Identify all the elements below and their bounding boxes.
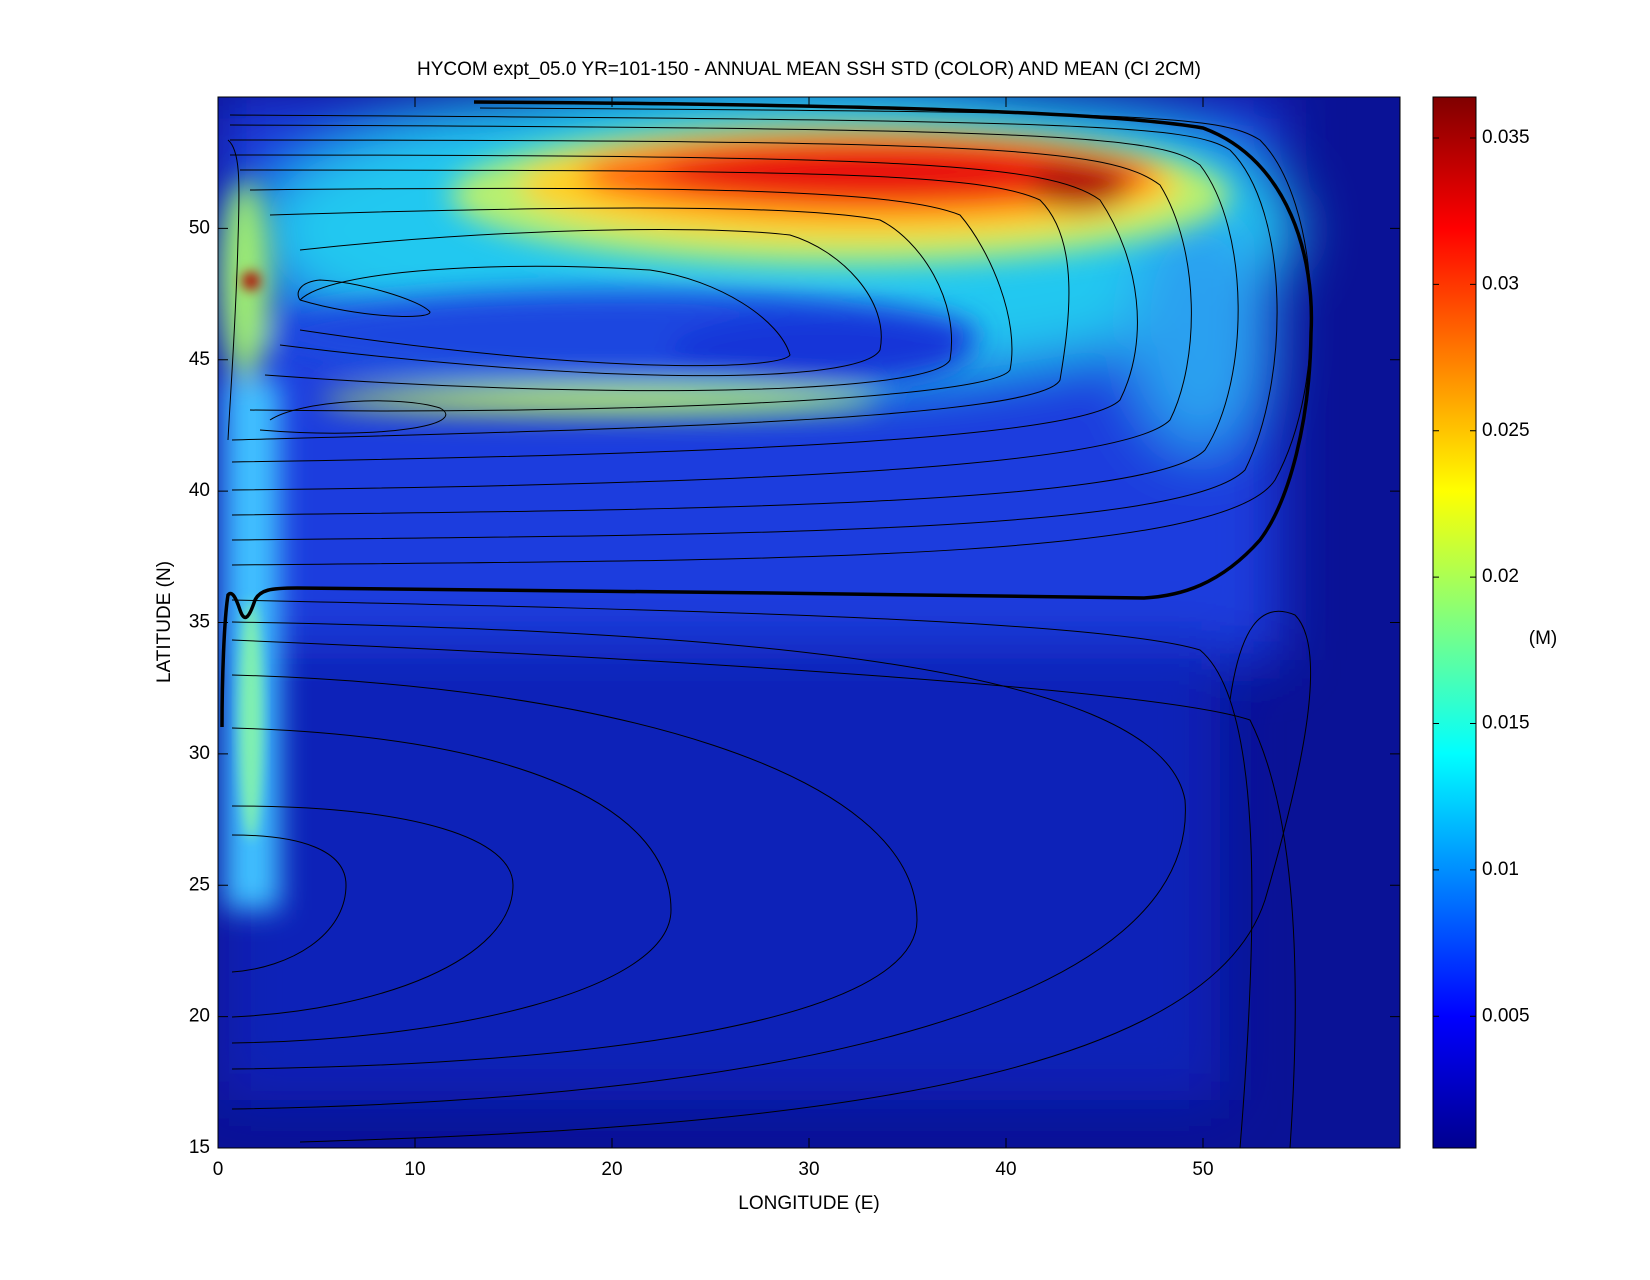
colorbar-tick-label: 0.025 <box>1482 420 1530 441</box>
colorbar-label: (M) <box>1529 628 1557 649</box>
chart-title: HYCOM expt_05.0 YR=101-150 - ANNUAL MEAN… <box>417 59 1201 80</box>
y-tick-label: 50 <box>189 217 210 238</box>
x-tick-label: 30 <box>798 1159 819 1180</box>
x-tick-label: 0 <box>213 1159 224 1180</box>
y-tick-label: 30 <box>189 743 210 764</box>
colorbar-tick-label: 0.02 <box>1482 566 1519 587</box>
y-tick-label: 40 <box>189 480 210 501</box>
colorbar-tick-label: 0.035 <box>1482 127 1530 148</box>
colorbar-tick-label: 0.015 <box>1482 713 1530 734</box>
y-tick-label: 35 <box>189 612 210 633</box>
x-tick-label: 50 <box>1192 1159 1213 1180</box>
y-tick-label: 20 <box>189 1006 210 1027</box>
x-tick-label: 40 <box>995 1159 1016 1180</box>
zero-contour <box>220 100 1314 728</box>
colorbar <box>1432 96 1477 1149</box>
colorbar-tick-label: 0.01 <box>1482 859 1519 880</box>
y-axis-label: LATITUDE (N) <box>154 561 175 683</box>
x-tick-label: 10 <box>404 1159 425 1180</box>
x-tick-label: 20 <box>601 1159 622 1180</box>
colorbar-tick-label: 0.03 <box>1482 273 1519 294</box>
x-axis-label: LONGITUDE (E) <box>738 1193 879 1214</box>
y-tick-label: 45 <box>189 349 210 370</box>
y-tick-label: 25 <box>189 874 210 895</box>
colorbar-tick-label: 0.005 <box>1482 1005 1530 1026</box>
heatmap-field <box>218 97 1400 1148</box>
y-tick-label: 15 <box>189 1137 210 1158</box>
